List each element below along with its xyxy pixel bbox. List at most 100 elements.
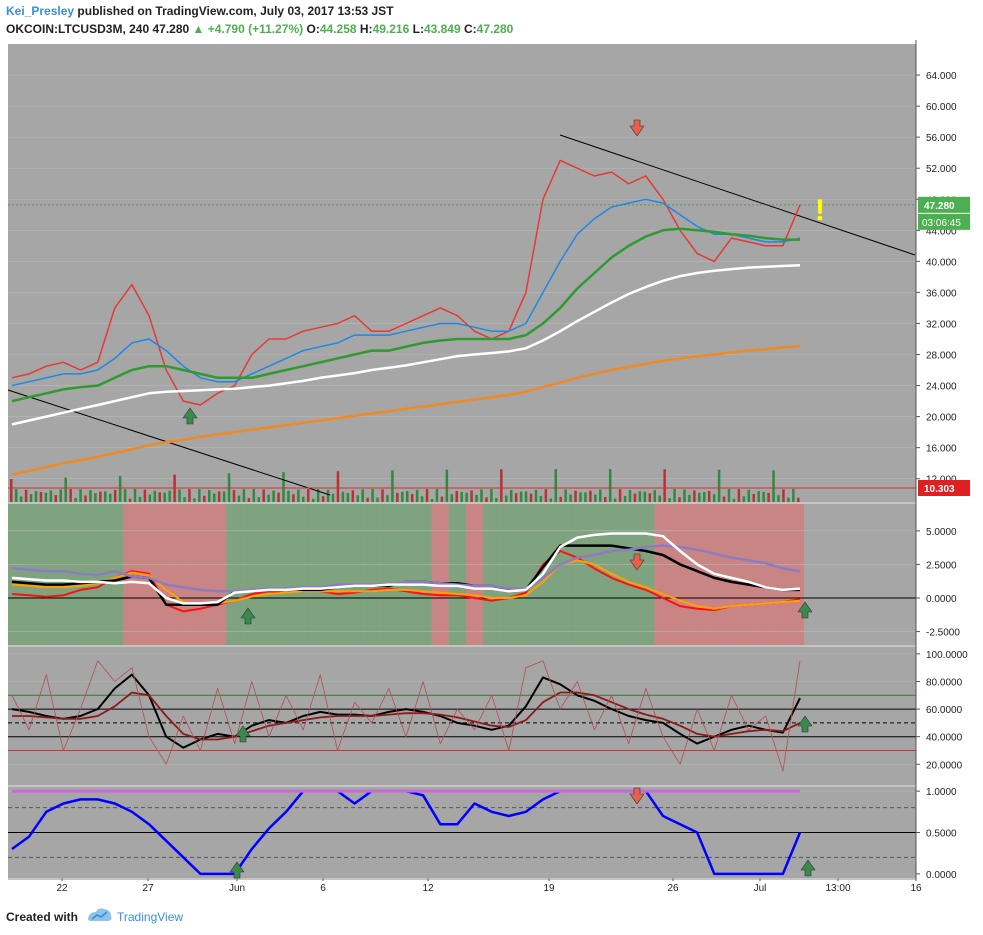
volume-bar: [613, 498, 617, 502]
volume-bar: [727, 489, 731, 502]
publish-line: Kei_Presley published on TradingView.com…: [6, 4, 394, 18]
y-tick-label: 64.000: [926, 71, 957, 82]
volume-bar: [237, 495, 241, 502]
volume-bar: [212, 493, 216, 502]
zone-green: [483, 504, 501, 645]
volume-bar: [698, 492, 701, 502]
created-with-label: Created with: [6, 910, 79, 924]
series-line-1: [11, 159, 801, 406]
y-tick-label: 60.0000: [926, 705, 963, 716]
volume-bar: [717, 469, 721, 502]
volume-bar: [99, 491, 102, 502]
volume-bar: [113, 489, 117, 502]
volume-bar: [747, 489, 751, 502]
zone-green: [346, 504, 364, 645]
volume-bar: [14, 489, 18, 502]
zone-green: [260, 504, 278, 645]
zone-green: [37, 504, 55, 645]
volume-bar: [326, 489, 330, 502]
volume-bar: [128, 498, 132, 502]
zone-green: [380, 504, 398, 645]
volume-bar: [757, 491, 760, 502]
zone-green: [54, 504, 72, 645]
volume-bar: [618, 489, 622, 502]
volume-bar: [435, 489, 439, 502]
series-line-2: [11, 559, 801, 610]
volume-bar: [465, 492, 468, 502]
volume-bar: [440, 496, 444, 502]
volume-bar: [153, 490, 157, 502]
volume-bar: [292, 494, 295, 502]
buy-arrow-icon: [240, 607, 256, 625]
zone-red: [654, 504, 672, 645]
volume-bar: [24, 489, 28, 502]
volume-bar: [703, 492, 706, 502]
tradingview-brand[interactable]: TradingView: [117, 910, 184, 924]
x-tick-label: 27: [142, 883, 154, 894]
zone-green: [8, 504, 21, 645]
y-tick-label: 2.5000: [926, 560, 957, 571]
buy-arrow-icon: [229, 861, 245, 879]
zone-red: [722, 504, 741, 645]
zone-green: [226, 504, 244, 645]
zone-red: [671, 504, 689, 645]
pane-rsi-background: [8, 647, 916, 785]
buy-arrow-icon: [797, 601, 813, 619]
volume-bar: [732, 498, 736, 502]
volume-bar: [430, 498, 434, 502]
y-tick-label: 28.000: [926, 351, 957, 362]
volume-bar: [267, 494, 270, 502]
volume-bar: [49, 490, 53, 502]
volume-bar: [247, 498, 251, 502]
volume-bar: [519, 491, 523, 502]
zone-green: [397, 504, 415, 645]
x-tick-label: 26: [667, 883, 679, 894]
volume-bar: [688, 494, 691, 502]
chart-canvas[interactable]: 64.00060.00056.00052.00048.00044.00040.0…: [0, 40, 983, 898]
y-tick-label: 20.0000: [926, 760, 963, 771]
buy-arrow-icon: [797, 715, 813, 733]
sell-arrow-icon: [629, 119, 645, 137]
tradingview-logo-icon[interactable]: [86, 906, 114, 924]
volume-bar: [302, 496, 305, 502]
pane-price-background: [8, 44, 916, 502]
volume-bar: [460, 492, 463, 502]
volume-bar: [415, 489, 419, 502]
volume-bar: [232, 490, 236, 502]
series-line-5: [11, 344, 801, 477]
volume-bar: [722, 496, 726, 502]
last-price: 47.280: [152, 22, 190, 36]
volume-bar: [376, 497, 379, 502]
author-link[interactable]: Kei_Presley: [6, 4, 75, 18]
volume-bar: [123, 489, 127, 502]
volume-bar: [707, 490, 711, 502]
buy-arrow-icon: [235, 725, 251, 743]
volume-bar: [84, 495, 87, 502]
volume-bar: [658, 495, 661, 502]
volume-bar: [118, 476, 122, 502]
zone-green: [328, 504, 347, 645]
zone-green: [620, 504, 638, 645]
volume-bar: [445, 469, 449, 502]
volume-bar: [252, 489, 256, 502]
price-change: ▲ +4.790 (+11.27%): [192, 22, 304, 36]
trend-line: [559, 134, 916, 256]
zone-red: [191, 504, 209, 645]
volume-bar: [311, 498, 315, 502]
zone-green: [500, 504, 518, 645]
volume-bar: [39, 492, 43, 502]
volume-bar: [752, 493, 755, 502]
zone-red: [157, 504, 175, 645]
volume-bar: [668, 498, 671, 502]
zone-red: [465, 504, 484, 645]
volume-bar: [450, 494, 454, 502]
y-tick-label: 40.000: [926, 257, 957, 268]
volume-bar: [34, 491, 38, 502]
low-tag: [918, 480, 970, 496]
volume-bar: [10, 479, 13, 502]
volume-bar: [158, 492, 161, 502]
volume-bar: [371, 489, 374, 502]
alert-exclamation-icon: !: [815, 194, 825, 227]
volume-bar: [514, 493, 518, 502]
y-tick-label: 36.000: [926, 288, 957, 299]
